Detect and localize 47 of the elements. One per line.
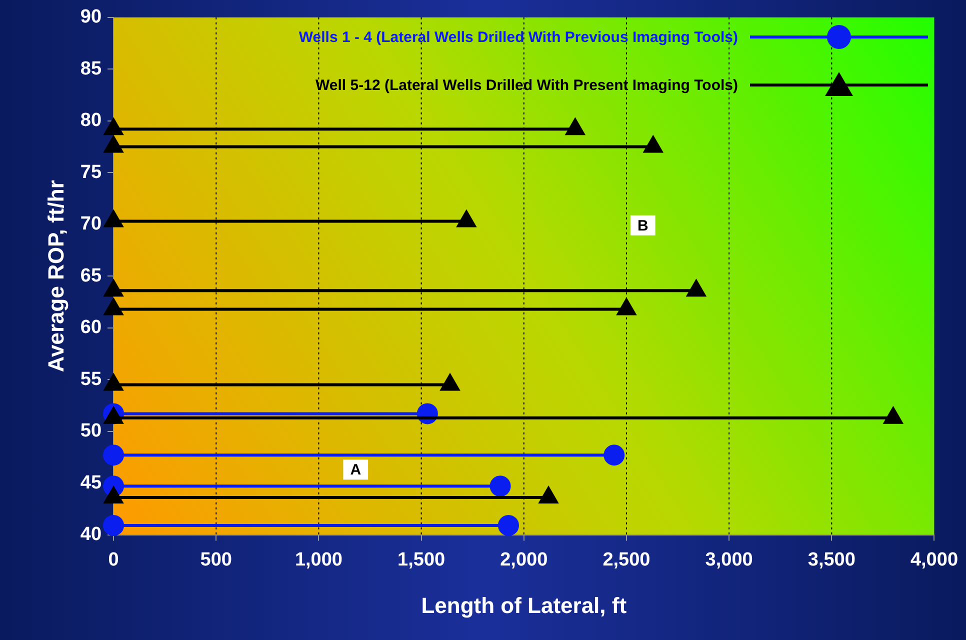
- point: [104, 118, 123, 136]
- text: Wells 1 - 4 (Lateral Wells Drilled With Previous Imaging Tools): [298, 28, 738, 46]
- point: [617, 298, 636, 316]
- x-tick-label: 3,000: [705, 549, 753, 570]
- point: [884, 407, 902, 424]
- y-tick-label: 55: [80, 368, 102, 390]
- x-tick-label: 3,500: [808, 549, 856, 570]
- x-tick-label: 2,000: [500, 549, 548, 570]
- y-tick-label: 75: [80, 162, 102, 183]
- y-tick-label: 60: [80, 317, 102, 338]
- point: [104, 298, 123, 316]
- point: [490, 476, 511, 497]
- x-tick-label: 1,000: [294, 549, 342, 570]
- point: [457, 210, 476, 228]
- point: [644, 136, 662, 153]
- point: [498, 514, 519, 536]
- point: [104, 487, 123, 504]
- y-tick-label: 90: [80, 6, 102, 28]
- point: [103, 514, 124, 536]
- y-tick-label: 80: [80, 110, 102, 132]
- x-tick-label: 0: [108, 549, 119, 570]
- point: [686, 280, 706, 297]
- y-tick-label: 85: [80, 58, 102, 80]
- y-tick-label: 40: [80, 524, 102, 546]
- text: Well 5-12 (Lateral Wells Drilled With Present Imaging Tools): [316, 76, 738, 94]
- annotation: B: [637, 218, 648, 235]
- x-tick-label: 1,500: [398, 549, 446, 570]
- point: [604, 444, 625, 466]
- annotation: A: [350, 462, 362, 479]
- y-axis-title: Average ROP, ft/hr: [43, 180, 68, 372]
- point: [440, 374, 460, 391]
- point: [104, 210, 123, 228]
- point: [103, 444, 124, 466]
- point: [104, 136, 123, 153]
- y-tick-label: 70: [80, 214, 102, 235]
- x-tick-label: 2,500: [602, 549, 650, 570]
- y-tick-label: 65: [80, 265, 102, 286]
- point: [104, 407, 123, 424]
- point: [539, 487, 558, 504]
- y-tick-label: 45: [80, 472, 102, 494]
- point: [104, 280, 123, 297]
- point: [566, 118, 584, 136]
- x-tick-label: 500: [200, 549, 232, 570]
- point: [104, 374, 123, 391]
- x-tick-label: 4,000: [910, 549, 958, 570]
- x-axis-title: Length of Lateral, ft: [421, 592, 628, 618]
- y-tick-label: 50: [80, 420, 102, 442]
